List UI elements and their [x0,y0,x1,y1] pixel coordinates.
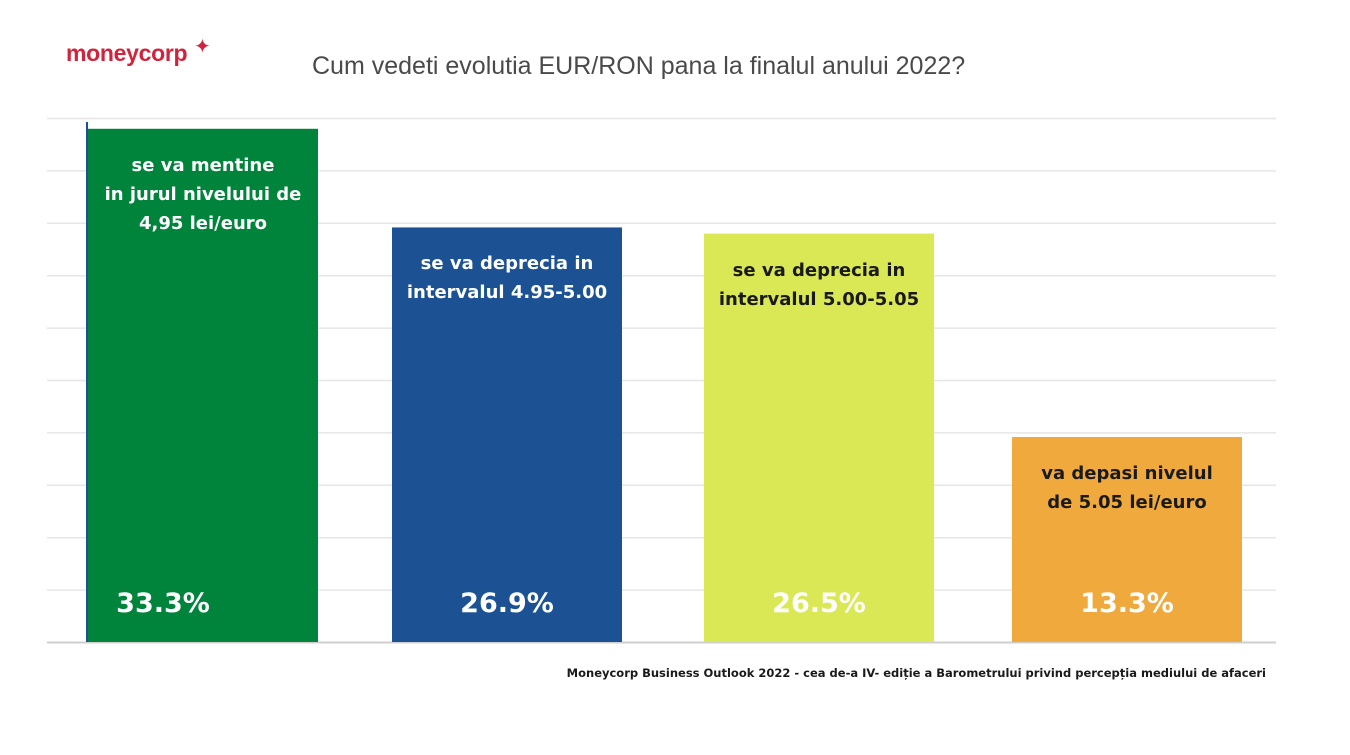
moneycorp-logo: moneycorp [66,40,188,66]
bar-1 [88,128,318,643]
bar-value-label: 26.5% [772,588,866,619]
bar-category-label-line: intervalul 4.95-5.00 [406,282,608,304]
bar-category-label-line: intervalul 5.00-5.05 [718,288,920,310]
source-note: Moneycorp Business Outlook 2022 - cea de… [566,666,1266,680]
bar-value-label: 26.9% [460,588,554,619]
bar-category-label: se va mentine in jurul nivelului de 4,95 l… [88,151,318,238]
bar-3 [704,233,934,642]
logo-star-icon: ✦ [194,34,211,58]
bar-value-label: 33.3% [116,588,210,619]
bar-2 [392,227,622,642]
bar-category-label-line: de 5.05 lei/euro [1047,492,1207,514]
bar-value-label: 13.3% [1080,588,1174,619]
bar-category-label: va depasi nivelul de 5.05 lei/euro [1012,459,1242,517]
bar-category-label-line: se va mentine [131,154,275,176]
bar-category-label-line: in jurul nivelului de [104,183,302,205]
bar-category-label-line: 4,95 lei/euro [138,212,268,234]
chart-title: Cum vedeti evolutia EUR/RON pana la fina… [312,52,966,80]
bar-category-label-line: va depasi nivelul [1041,463,1213,485]
bar-category-label-line: se va deprecia in [732,259,906,281]
bar-category-label: se va deprecia in intervalul 4.95-5.00 [392,249,622,307]
bar-category-label: se va deprecia in intervalul 5.00-5.05 [704,256,934,314]
bar-4 [1012,437,1242,642]
bar-category-label-line: se va deprecia in [420,253,594,275]
